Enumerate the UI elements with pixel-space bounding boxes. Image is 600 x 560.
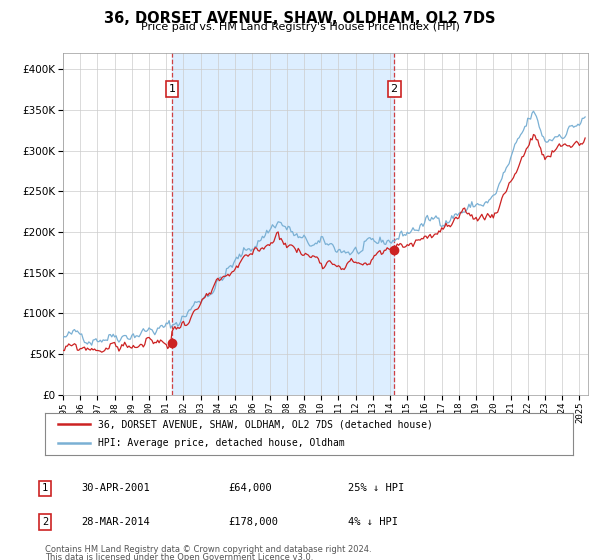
- Text: Price paid vs. HM Land Registry's House Price Index (HPI): Price paid vs. HM Land Registry's House …: [140, 22, 460, 32]
- Text: 1: 1: [42, 483, 48, 493]
- Text: 2: 2: [391, 84, 398, 94]
- Text: £64,000: £64,000: [228, 483, 272, 493]
- Text: 2: 2: [42, 517, 48, 527]
- Text: 28-MAR-2014: 28-MAR-2014: [81, 517, 150, 527]
- Bar: [172, 53, 394, 395]
- Text: 25% ↓ HPI: 25% ↓ HPI: [348, 483, 404, 493]
- Text: Contains HM Land Registry data © Crown copyright and database right 2024.: Contains HM Land Registry data © Crown c…: [45, 545, 371, 554]
- Text: 4% ↓ HPI: 4% ↓ HPI: [348, 517, 398, 527]
- Text: £178,000: £178,000: [228, 517, 278, 527]
- Text: 36, DORSET AVENUE, SHAW, OLDHAM, OL2 7DS: 36, DORSET AVENUE, SHAW, OLDHAM, OL2 7DS: [104, 11, 496, 26]
- Text: This data is licensed under the Open Government Licence v3.0.: This data is licensed under the Open Gov…: [45, 553, 313, 560]
- Text: HPI: Average price, detached house, Oldham: HPI: Average price, detached house, Oldh…: [98, 438, 344, 449]
- Text: 1: 1: [169, 84, 175, 94]
- Text: 36, DORSET AVENUE, SHAW, OLDHAM, OL2 7DS (detached house): 36, DORSET AVENUE, SHAW, OLDHAM, OL2 7DS…: [98, 419, 433, 429]
- Text: 30-APR-2001: 30-APR-2001: [81, 483, 150, 493]
